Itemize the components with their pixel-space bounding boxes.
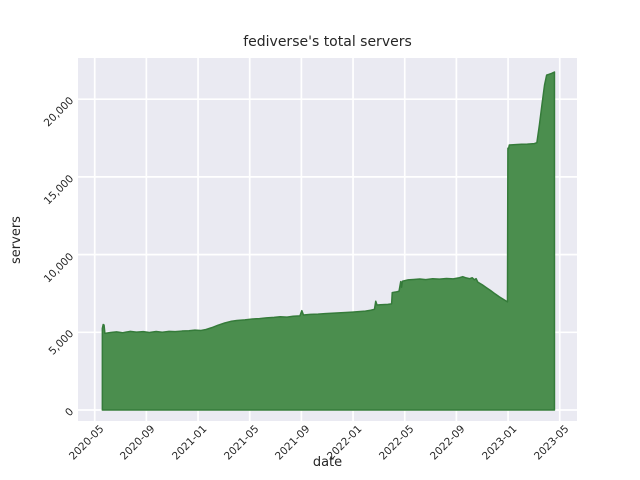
- area-series-total-servers: [101, 71, 556, 411]
- chart-title: fediverse's total servers: [243, 34, 412, 50]
- x-axis-label: date: [312, 455, 343, 470]
- y-axis-label: servers: [9, 216, 24, 264]
